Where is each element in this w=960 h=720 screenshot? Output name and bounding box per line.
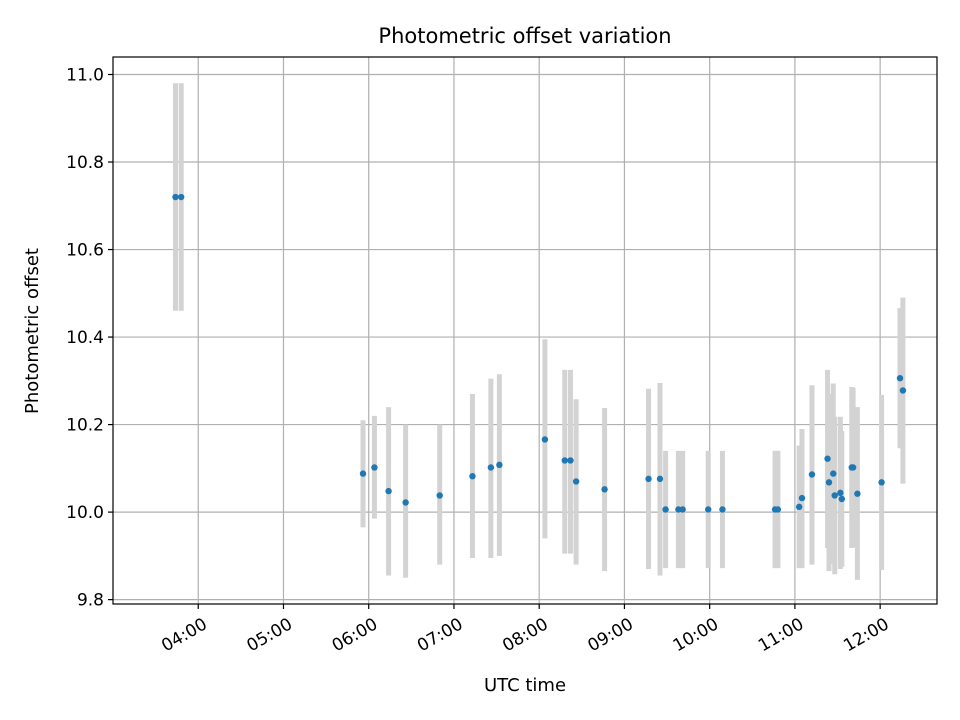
- y-axis-label: Photometric offset: [22, 248, 43, 414]
- data-point: [662, 506, 669, 513]
- data-point: [436, 492, 443, 499]
- y-axis: 9.8 10.0 10.2 10.4 10.6 10.8 11.0: [66, 66, 113, 611]
- y-tick-label: 11.0: [66, 66, 104, 86]
- chart-title: Photometric offset variation: [378, 24, 671, 48]
- data-point: [774, 506, 782, 513]
- grid: [113, 57, 937, 604]
- data-points: [172, 193, 907, 513]
- y-tick-label: 10.8: [66, 153, 104, 173]
- y-tick-label: 9.8: [77, 591, 104, 611]
- data-point: [359, 470, 367, 477]
- data-point: [808, 471, 816, 478]
- data-point: [487, 464, 495, 471]
- data-point: [899, 387, 907, 394]
- data-point: [719, 506, 726, 513]
- data-point: [705, 506, 712, 513]
- data-point: [402, 499, 409, 506]
- data-point: [849, 464, 857, 471]
- y-tick-label: 10.0: [66, 503, 104, 523]
- x-axis-label: UTC time: [484, 675, 566, 696]
- data-point: [385, 487, 392, 495]
- y-tick-label: 10.4: [66, 328, 104, 348]
- data-point: [854, 490, 861, 497]
- data-point: [371, 464, 378, 471]
- data-point: [567, 457, 574, 464]
- data-point: [656, 475, 664, 483]
- data-point: [824, 455, 831, 462]
- data-point: [830, 470, 837, 477]
- data-point: [838, 495, 845, 503]
- data-point: [469, 473, 476, 480]
- data-point: [601, 486, 608, 493]
- data-point: [896, 374, 904, 382]
- data-point: [496, 461, 503, 469]
- data-point: [831, 492, 838, 499]
- data-point: [541, 436, 549, 443]
- data-point: [172, 193, 179, 201]
- data-point: [561, 457, 568, 464]
- y-tick-label: 10.6: [66, 241, 104, 261]
- data-point: [878, 479, 885, 486]
- data-point: [177, 193, 185, 201]
- data-point: [825, 479, 833, 486]
- data-point: [645, 475, 652, 483]
- data-point: [795, 503, 803, 511]
- data-point: [798, 494, 806, 502]
- plot-area-frame: [112, 56, 938, 605]
- data-point: [572, 478, 580, 485]
- y-tick-label: 10.2: [66, 416, 104, 436]
- data-point: [837, 489, 844, 497]
- data-point: [679, 506, 686, 513]
